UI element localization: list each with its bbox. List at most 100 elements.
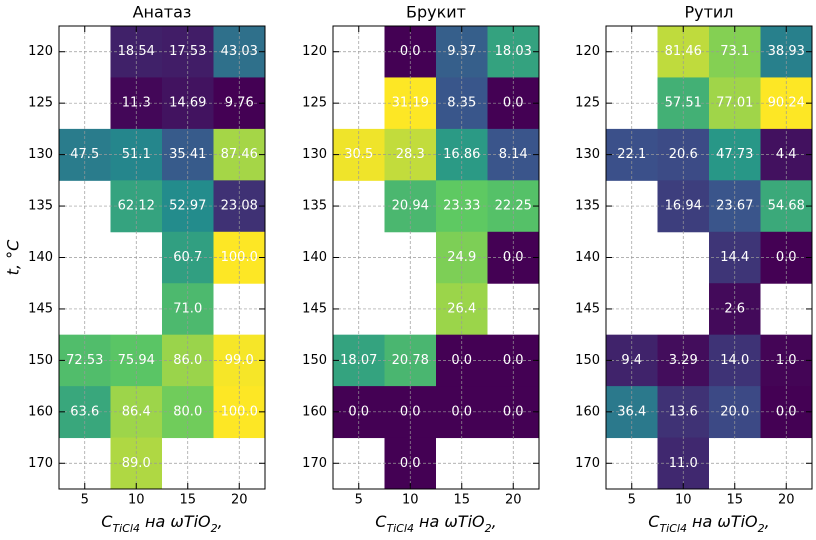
cell-label: 43.03: [221, 44, 258, 59]
cell-label: 14.4: [720, 250, 749, 265]
x-tick-label: 15: [726, 493, 743, 508]
x-tick-label: 10: [402, 493, 419, 508]
y-tick-label: 130: [575, 147, 600, 162]
y-tick-label: 125: [302, 96, 327, 111]
cell-label: 77.01: [716, 96, 753, 111]
cell-label: 16.94: [665, 199, 702, 214]
y-tick-label: 170: [302, 456, 327, 471]
cell-label: 1.0: [776, 353, 797, 368]
x-tick-label: 5: [355, 493, 363, 508]
y-tick-label: 130: [302, 147, 327, 162]
cell-label: 36.4: [617, 404, 646, 419]
cell-label: 86.0: [173, 353, 202, 368]
cell-label: 0.0: [776, 250, 797, 265]
y-tick-label: 135: [302, 199, 327, 214]
y-tick-label: 120: [302, 44, 327, 59]
x-tick-label: 10: [675, 493, 692, 508]
y-tick-label: 160: [28, 404, 53, 419]
cell-label: 86.4: [122, 404, 151, 419]
y-tick-label: 135: [28, 199, 53, 214]
x-axis-label: CTiCl4 на ωTiO2,: [648, 512, 769, 535]
cell-label: 72.53: [66, 353, 103, 368]
cell-label: 100.0: [221, 250, 258, 265]
x-tick-label: 5: [628, 493, 636, 508]
cell-label: 16.86: [443, 147, 480, 162]
cell-label: 14.0: [720, 353, 749, 368]
x-label-part: на ωTiO: [414, 512, 485, 531]
x-tick-label: 15: [453, 493, 470, 508]
x-label-part: 2: [211, 522, 218, 535]
x-tick-label: 20: [778, 493, 795, 508]
cell-label: 20.0: [720, 404, 749, 419]
x-tick-label: 20: [231, 493, 248, 508]
cell-label: 0.0: [400, 44, 421, 59]
cell-label: 18.07: [340, 353, 377, 368]
y-tick-label: 145: [302, 301, 327, 316]
cell-label: 11.3: [122, 96, 151, 111]
cell-label: 0.0: [503, 353, 524, 368]
cell-label: 63.6: [70, 404, 99, 419]
chart-title: Анатаз: [133, 3, 192, 22]
x-axis-label: CTiCl4 на ωTiO2,: [375, 512, 496, 535]
cell-label: 51.1: [122, 147, 151, 162]
y-tick-label: 120: [28, 44, 53, 59]
x-label-part: на ωTiO: [687, 512, 758, 531]
x-tick-label: 5: [81, 493, 89, 508]
y-tick-label: 145: [28, 301, 53, 316]
x-label-part: C: [375, 512, 387, 531]
x-label-part: TiCl4: [112, 522, 140, 535]
y-tick-label: 125: [28, 96, 53, 111]
y-tick-label: 135: [575, 199, 600, 214]
cell-label: 22.25: [495, 199, 532, 214]
cell-label: 90.24: [768, 96, 805, 111]
cell-label: 35.41: [169, 147, 206, 162]
x-label-part: ,: [218, 512, 223, 531]
cell-label: 47.73: [716, 147, 753, 162]
x-label-part: TiCl4: [659, 522, 687, 535]
chart-title: Брукит: [406, 3, 466, 22]
y-tick-label: 170: [575, 456, 600, 471]
cell-label: 73.1: [720, 44, 749, 59]
x-tick-label: 20: [505, 493, 522, 508]
cell-label: 81.46: [665, 44, 702, 59]
cell-label: 23.08: [221, 199, 258, 214]
y-axis-label: t, °C: [4, 239, 23, 275]
cell-label: 31.19: [392, 96, 429, 111]
x-label-part: TiCl4: [386, 522, 414, 535]
cell-label: 89.0: [122, 456, 151, 471]
cell-label: 13.6: [669, 404, 698, 419]
x-label-part: C: [648, 512, 660, 531]
cell-label: 0.0: [400, 456, 421, 471]
cell-label: 99.0: [225, 353, 254, 368]
cell-label: 47.5: [70, 147, 99, 162]
y-tick-label: 150: [302, 353, 327, 368]
cell-label: 2.6: [724, 301, 745, 316]
x-label-part: ,: [492, 512, 497, 531]
cell-label: 0.0: [451, 353, 472, 368]
cell-label: 20.6: [669, 147, 698, 162]
y-tick-label: 125: [575, 96, 600, 111]
cell-label: 20.94: [392, 199, 429, 214]
cell-label: 11.0: [669, 456, 698, 471]
cell-label: 9.37: [447, 44, 476, 59]
cell-label: 23.67: [716, 199, 753, 214]
cell-label: 0.0: [776, 404, 797, 419]
cell-label: 24.9: [447, 250, 476, 265]
cell-label: 57.51: [665, 96, 702, 111]
cell-label: 80.0: [173, 404, 202, 419]
cell-label: 100.0: [221, 404, 258, 419]
cell-label: 0.0: [503, 96, 524, 111]
cell-label: 3.29: [669, 353, 698, 368]
cell-label: 0.0: [400, 404, 421, 419]
cell-label: 38.93: [768, 44, 805, 59]
cell-label: 9.4: [621, 353, 642, 368]
cell-label: 62.12: [118, 199, 155, 214]
y-tick-label: 150: [28, 353, 53, 368]
cell-label: 14.69: [169, 96, 206, 111]
x-axis-label: CTiCl4 на ωTiO2,: [101, 512, 222, 535]
cell-label: 20.78: [392, 353, 429, 368]
cell-label: 60.7: [173, 250, 202, 265]
cell-label: 26.4: [447, 301, 476, 316]
cell-label: 0.0: [451, 404, 472, 419]
